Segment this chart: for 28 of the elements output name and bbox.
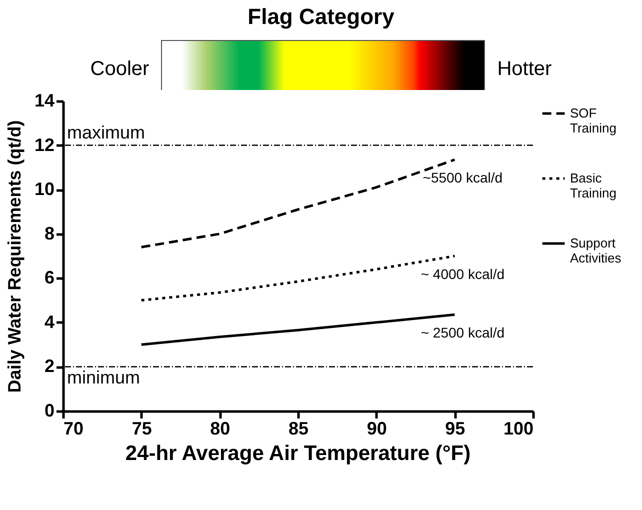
legend-label: SOF Training (570, 106, 616, 136)
x-tick-label: 80 (210, 418, 230, 438)
x-tick-label: 85 (288, 418, 309, 438)
y-tick-label: 10 (34, 179, 54, 200)
y-tick-label: 8 (44, 223, 54, 244)
x-tick-label: 70 (64, 418, 84, 438)
x-tick-label: 90 (366, 418, 387, 438)
x-tick-label: 100 (503, 418, 534, 438)
y-tick-label: 14 (34, 90, 54, 110)
y-tick-label: 0 (44, 400, 54, 420)
y-tick-label: 4 (44, 312, 54, 332)
y-tick-label: 2 (44, 356, 54, 376)
chart-title: Flag Category (246, 4, 396, 30)
x-tick-label: 95 (445, 418, 466, 438)
legend-label: Basic Training (570, 170, 616, 200)
x-axis-title: 24-hr Average Air Temperature (°F) (124, 442, 472, 466)
y-tick-label: 12 (34, 134, 54, 155)
text: Hotter (497, 58, 552, 80)
y-axis-title: Daily Water Requirements (qt/d) (4, 120, 24, 393)
text: Cooler (90, 58, 150, 80)
ref-line-label: minimum (67, 368, 140, 388)
annotation: ~ 2500 kcal/d (420, 324, 505, 341)
legend-label: Support Activities (570, 236, 622, 266)
annotation: ~ 4000 kcal/d (420, 266, 505, 282)
annotation: ~5500 kcal/d (422, 170, 503, 186)
ref-line-label: maximum (67, 122, 146, 142)
y-tick-label: 6 (44, 268, 54, 288)
x-tick-label: 75 (132, 418, 152, 438)
